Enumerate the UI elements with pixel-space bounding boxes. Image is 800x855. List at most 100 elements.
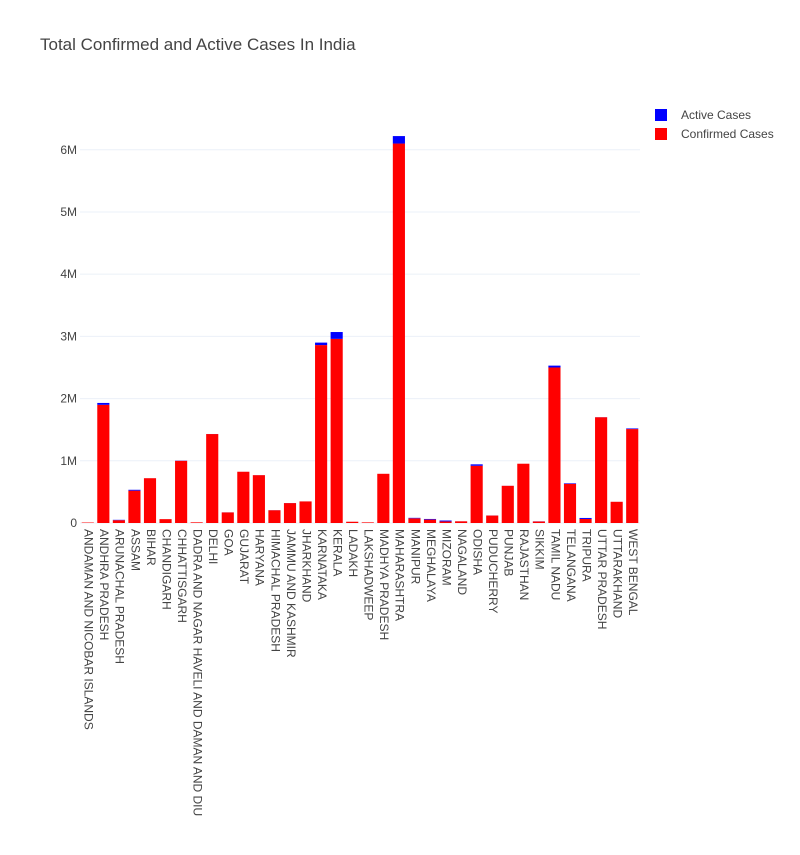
bar-confirmed-cases[interactable] — [533, 522, 545, 523]
x-tick-label: RAJASTHAN — [517, 529, 531, 600]
bar-confirmed-cases[interactable] — [268, 510, 280, 523]
bar-confirmed-cases[interactable] — [315, 345, 327, 523]
bar-confirmed-cases[interactable] — [548, 367, 560, 523]
x-tick-label: CHANDIGARH — [159, 529, 173, 610]
bar-confirmed-cases[interactable] — [408, 518, 420, 523]
bar-active-cases[interactable] — [331, 332, 343, 339]
bar-confirmed-cases[interactable] — [331, 339, 343, 523]
bar-active-cases[interactable] — [393, 136, 405, 143]
y-tick-label: 6M — [60, 143, 77, 157]
x-tick-label: TELANGANA — [564, 529, 578, 602]
bar-confirmed-cases[interactable] — [595, 417, 607, 523]
y-tick-label: 5M — [60, 205, 77, 219]
bar-confirmed-cases[interactable] — [284, 503, 296, 523]
x-tick-label: TAMIL NADU — [548, 529, 562, 600]
x-tick-label: LAKSHADWEEP — [362, 529, 376, 620]
bar-confirmed-cases[interactable] — [113, 520, 125, 523]
x-tick-label: ANDAMAN AND NICOBAR ISLANDS — [82, 529, 96, 730]
x-tick-label: LADAKH — [346, 529, 360, 577]
x-tick-label: DELHI — [206, 529, 220, 564]
x-tick-label: ANDHRA PRADESH — [97, 529, 111, 640]
bar-confirmed-cases[interactable] — [611, 502, 623, 523]
x-tick-label: HIMACHAL PRADESH — [268, 529, 282, 652]
x-tick-label: HARYANA — [253, 529, 267, 586]
x-tick-label: MEGHALAYA — [424, 529, 438, 602]
x-tick-label: MANIPUR — [408, 529, 422, 585]
bar-active-cases[interactable] — [548, 366, 560, 368]
y-tick-label: 3M — [60, 329, 77, 343]
bar-active-cases[interactable] — [626, 428, 638, 429]
y-axis-tick-labels: 0 1M 2M 3M 4M 5M 6M — [60, 143, 77, 530]
bar-active-cases[interactable] — [424, 519, 436, 520]
legend[interactable]: Active Cases Confirmed Cases — [655, 108, 774, 141]
x-tick-label: SIKKIM — [533, 529, 547, 570]
x-tick-label: UTTARAKHAND — [610, 529, 624, 618]
bar-confirmed-cases[interactable] — [517, 464, 529, 523]
x-tick-label: KARNATAKA — [315, 529, 329, 600]
bar-confirmed-cases[interactable] — [362, 522, 374, 523]
bar-active-cases[interactable] — [579, 518, 591, 519]
legend-swatch[interactable] — [655, 128, 667, 140]
x-tick-label: ODISHA — [470, 529, 484, 575]
bar-active-cases[interactable] — [97, 403, 109, 405]
x-tick-label: GOA — [222, 529, 236, 556]
bar-confirmed-cases[interactable] — [299, 501, 311, 523]
bar-confirmed-cases[interactable] — [626, 429, 638, 523]
bar-confirmed-cases[interactable] — [175, 461, 187, 523]
bar-confirmed-cases[interactable] — [206, 434, 218, 523]
x-tick-label: TRIPURA — [579, 529, 593, 582]
y-tick-label: 1M — [60, 454, 77, 468]
bar-active-cases[interactable] — [471, 464, 483, 465]
bar-confirmed-cases[interactable] — [346, 522, 358, 523]
bar-active-cases[interactable] — [439, 521, 451, 522]
x-tick-label: KERALA — [330, 529, 344, 576]
x-tick-label: PUNJAB — [502, 529, 516, 576]
bar-confirmed-cases[interactable] — [486, 516, 498, 523]
bar-confirmed-cases[interactable] — [393, 144, 405, 523]
bar-active-cases[interactable] — [315, 343, 327, 345]
x-tick-label: MAHARASHTRA — [393, 529, 407, 621]
legend-label[interactable]: Active Cases — [681, 108, 751, 122]
y-tick-label: 2M — [60, 392, 77, 406]
bar-confirmed-cases[interactable] — [191, 522, 203, 523]
x-tick-label: WEST BENGAL — [626, 529, 640, 616]
x-tick-label: UTTAR PRADESH — [595, 529, 609, 629]
bar-confirmed-cases[interactable] — [502, 486, 514, 523]
bar-confirmed-cases[interactable] — [159, 519, 171, 523]
bar-confirmed-cases[interactable] — [253, 475, 265, 523]
bar-confirmed-cases[interactable] — [377, 474, 389, 523]
legend-swatch[interactable] — [655, 109, 667, 121]
x-tick-label: CHHATTISGARH — [175, 529, 189, 623]
x-tick-label: JAMMU AND KASHMIR — [284, 529, 298, 658]
x-tick-label: PUDUCHERRY — [486, 529, 500, 613]
x-tick-label: GUJARAT — [237, 529, 251, 585]
x-tick-label: BIHAR — [144, 529, 158, 566]
bar-active-cases[interactable] — [128, 490, 140, 491]
x-tick-label: MIZORAM — [439, 529, 453, 586]
chart-title: Total Confirmed and Active Cases In Indi… — [40, 35, 356, 54]
x-tick-label: NAGALAND — [455, 529, 469, 595]
bar-confirmed-cases[interactable] — [455, 521, 467, 523]
bar-confirmed-cases[interactable] — [237, 472, 249, 523]
bar-confirmed-cases[interactable] — [439, 521, 451, 523]
x-tick-label: JHARKHAND — [299, 529, 313, 603]
y-tick-label: 4M — [60, 267, 77, 281]
bar-confirmed-cases[interactable] — [97, 405, 109, 523]
x-tick-label: ARUNACHAL PRADESH — [113, 529, 127, 664]
bar-confirmed-cases[interactable] — [128, 491, 140, 523]
x-tick-label: DADRA AND NAGAR HAVELI AND DAMAN AND DIU — [190, 529, 204, 816]
bar-confirmed-cases[interactable] — [564, 484, 576, 523]
bar-confirmed-cases[interactable] — [144, 478, 156, 523]
bar-confirmed-cases[interactable] — [471, 466, 483, 523]
bars — [82, 136, 639, 523]
x-tick-label: MADHYA PRADESH — [377, 529, 391, 640]
bar-confirmed-cases[interactable] — [579, 519, 591, 523]
legend-label[interactable]: Confirmed Cases — [681, 127, 774, 141]
bar-confirmed-cases[interactable] — [424, 520, 436, 523]
x-tick-label: ASSAM — [128, 529, 142, 571]
y-tick-label: 0 — [70, 516, 77, 530]
bar-active-cases[interactable] — [564, 483, 576, 484]
bar-confirmed-cases[interactable] — [222, 512, 234, 523]
